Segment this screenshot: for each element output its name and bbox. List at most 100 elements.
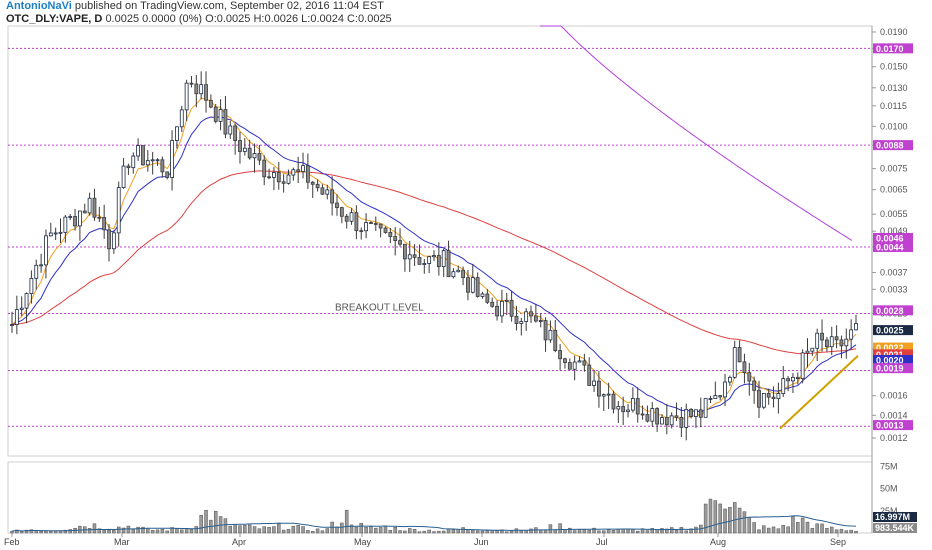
volume-bar <box>281 529 286 534</box>
volume-bar <box>378 527 383 534</box>
candle-body <box>582 360 587 366</box>
candle-body <box>514 315 519 324</box>
symbol-label: OTC_DLY:VAPE, D <box>6 13 103 25</box>
candle-body <box>223 109 228 135</box>
volume-bar <box>10 530 14 534</box>
volume-bar <box>150 530 155 534</box>
candle-body <box>199 84 204 95</box>
candle-body <box>694 409 698 417</box>
candle-body <box>44 235 48 266</box>
volume-bar <box>315 528 320 534</box>
candle-body <box>233 125 238 141</box>
candle-body <box>844 338 849 347</box>
candle-body <box>567 362 572 370</box>
candle-body <box>820 332 824 341</box>
candle-body <box>73 216 77 227</box>
price-label: 0.0088 <box>876 141 904 151</box>
candle-body <box>170 140 174 178</box>
volume-bar <box>446 528 451 534</box>
volume-bar <box>19 531 24 534</box>
candle-body <box>601 394 606 397</box>
candle-body <box>272 172 276 178</box>
candle-body <box>553 329 558 351</box>
x-tick-label: Sep <box>830 537 846 547</box>
volume-bar <box>160 528 165 534</box>
candle-body <box>58 231 63 234</box>
volume-bar <box>732 502 737 534</box>
candle-body <box>660 417 664 425</box>
volume-bar <box>475 530 480 534</box>
volume-bar <box>708 498 713 534</box>
author-name[interactable]: AntonioNaVi <box>6 0 72 12</box>
volume-bar <box>742 511 747 534</box>
volume-bar <box>645 530 650 534</box>
candle-body <box>703 398 708 418</box>
volume-bar <box>568 527 572 534</box>
volume-bar <box>15 529 19 534</box>
volume-bar <box>509 530 514 534</box>
candle-body <box>291 169 296 176</box>
volume-bar <box>393 526 397 534</box>
candle-body <box>723 381 727 398</box>
candle-body <box>68 216 73 218</box>
volume-bar <box>277 523 281 534</box>
volume-bar <box>44 530 48 534</box>
price-label: 0.0046 <box>876 233 904 243</box>
candle-body <box>781 378 786 394</box>
candle-body <box>310 181 315 185</box>
candle-body <box>359 230 364 233</box>
volume-bar <box>703 503 708 534</box>
x-tick-label: Jul <box>596 537 608 547</box>
volume-bar <box>563 529 567 534</box>
candle-body <box>684 409 689 428</box>
candle-body <box>713 395 718 399</box>
price-label-box <box>873 363 913 374</box>
candle-body <box>679 416 684 428</box>
candle-body <box>213 106 218 122</box>
price-label-box <box>873 355 913 366</box>
candle-body <box>242 147 247 152</box>
volume-bar <box>519 530 524 534</box>
y-tick-label: 0.0190 <box>880 27 908 37</box>
y-tick-label: 0.0065 <box>880 185 908 195</box>
price-label: 0.0022 <box>876 343 904 353</box>
y-tick-label: 0.0100 <box>880 121 908 131</box>
volume-bar <box>262 526 266 534</box>
volume-bar <box>267 527 271 534</box>
candle-body <box>97 216 102 219</box>
candle-body <box>645 414 650 422</box>
volume-bar <box>175 528 179 534</box>
volume-bar <box>102 529 106 534</box>
price-label-box <box>873 232 913 243</box>
candle-body <box>689 409 693 417</box>
x-tick-label: Jun <box>474 537 489 547</box>
candle-body <box>131 155 136 169</box>
candle-body <box>320 187 325 195</box>
volume-bar <box>689 528 693 534</box>
volume-bar <box>306 530 310 534</box>
volume-bar <box>141 526 145 534</box>
volume-bar <box>422 530 427 534</box>
candle-body <box>776 393 781 400</box>
volume-bar <box>723 508 727 534</box>
candle-body <box>732 347 737 378</box>
ema-mid-line <box>11 115 857 413</box>
volume-bar <box>592 527 596 534</box>
volume-bar <box>606 529 611 534</box>
candle-body <box>116 187 121 234</box>
volume-bar <box>660 528 664 534</box>
volume-bar <box>116 526 121 534</box>
candle-body <box>179 109 184 128</box>
candle-body <box>698 409 703 418</box>
volume-bar <box>495 530 499 534</box>
x-tick-label: Mar <box>114 537 130 547</box>
candle-body <box>228 125 233 135</box>
candle-body <box>296 169 301 172</box>
candle-body <box>849 329 854 340</box>
volume-bar <box>810 527 815 534</box>
candle-body <box>640 413 645 416</box>
candle-body <box>664 417 669 426</box>
volume-bar <box>53 530 58 534</box>
price-label: 0.0044 <box>876 243 904 253</box>
